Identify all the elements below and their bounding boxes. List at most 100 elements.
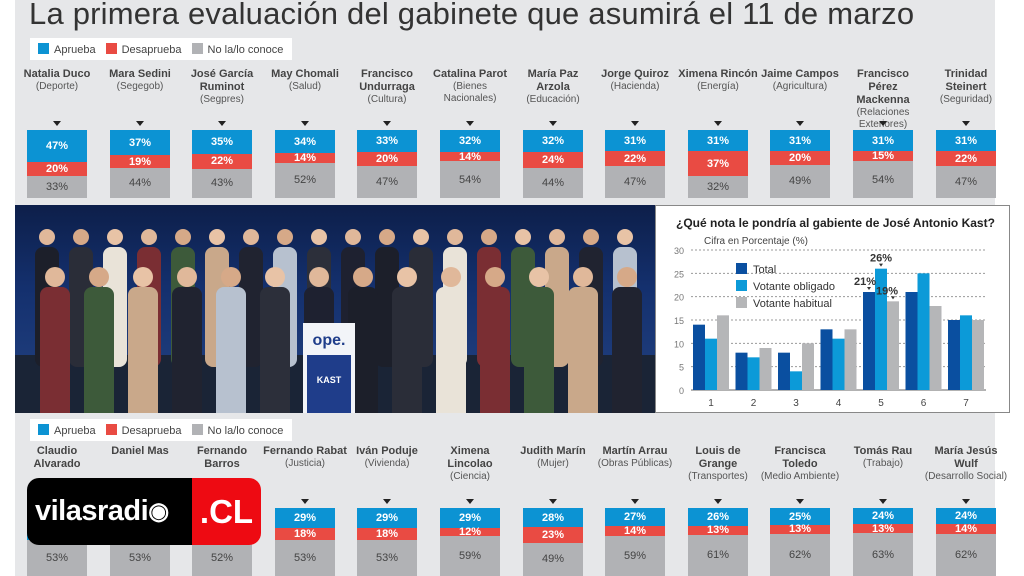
unknown-segment: 47%: [605, 166, 665, 198]
ministry: (Vivienda): [364, 458, 410, 469]
minister-name: Iván Poduje: [356, 445, 418, 457]
unknown-segment: 33%: [27, 175, 87, 198]
approval-bar: 37% 19% 44%: [110, 130, 170, 198]
y-axis-label: Cifra en Porcentaje (%): [704, 236, 808, 247]
ministry: (Relaciones Exteriores): [856, 107, 910, 130]
approval-bar: 25% 13% 62%: [770, 508, 830, 576]
ministry: (Seguridad): [939, 94, 993, 105]
podium-text: ope.: [313, 332, 346, 349]
approval-bar: 31% 20% 49%: [770, 130, 830, 198]
legend-swatch: [736, 280, 747, 291]
pointer-arrow-icon: [301, 499, 309, 504]
disapprove-segment: 14%: [936, 523, 996, 535]
approve-segment: 24%: [936, 508, 996, 525]
legend-bottom: Aprueba Desaprueba No la/lo conoce: [30, 419, 292, 441]
minister-card: Tomás Rau (Trabajo) 24% 13% 63%: [853, 445, 913, 576]
disapprove-segment: 23%: [523, 527, 583, 543]
pointer-arrow-icon: [631, 499, 639, 504]
y-tick-label: 20: [674, 293, 684, 303]
pointer-arrow-icon: [879, 121, 887, 126]
cabinet-photo: ope. KAST: [15, 205, 655, 413]
legend-swatch: [736, 297, 747, 308]
minister-card: Jaime Campos (Agricultura) 31% 20% 49%: [761, 68, 839, 198]
approval-bar: 47% 20% 33%: [27, 130, 87, 198]
minister-card: María Paz Arzola (Educación) 32% 24% 44%: [523, 68, 583, 198]
legend-label: Total: [753, 264, 776, 276]
bar-votante-obligado: [790, 371, 802, 390]
legend-approve: Aprueba: [38, 423, 96, 437]
unknown-segment: 59%: [605, 535, 665, 576]
podium-sign: KAST: [317, 375, 342, 385]
unknown-segment: 53%: [27, 539, 87, 576]
pointer-arrow-icon: [962, 121, 970, 126]
bar-votante-obligado: [960, 315, 972, 390]
approval-bar: 29% 18% 53%: [357, 508, 417, 576]
pointer-arrow-icon: [53, 121, 61, 126]
disapprove-segment: 12%: [440, 526, 500, 538]
page-title: La primera evaluación del gabinete que a…: [29, 0, 915, 31]
podium: ope. KAST: [303, 323, 355, 413]
approval-bar: 31% 37% 32%: [688, 130, 748, 198]
logo-left: vilasradi ◉: [27, 478, 192, 545]
unknown-segment: 63%: [853, 533, 913, 576]
disapprove-segment: 13%: [688, 524, 748, 536]
minister-name: Ximena Rincón: [678, 68, 758, 80]
approval-bar: 29% 18% 53%: [275, 508, 335, 576]
ministry: (Transportes): [688, 471, 748, 482]
pointer-arrow-icon: [301, 121, 309, 126]
approve-segment: 31%: [936, 130, 996, 152]
pointer-arrow-icon: [383, 121, 391, 126]
person-figure: [128, 267, 158, 413]
ministry: (Energía): [697, 81, 739, 92]
legend-top: Aprueba Desaprueba No la/lo conoce: [30, 38, 292, 60]
approval-bar: 32% 24% 44%: [523, 130, 583, 198]
minister-card: Catalina Parot (Bienes Nacionales) 32% 14%…: [433, 68, 507, 198]
bar-votante-habitual: [759, 348, 772, 390]
person-figure: [348, 267, 378, 413]
disapprove-segment: 14%: [275, 152, 335, 164]
approval-bar: 24% 13% 63%: [853, 508, 913, 576]
minister-name: Ximena Lincolao: [447, 445, 493, 470]
unknown-segment: 52%: [275, 162, 335, 198]
pointer-arrow-icon: [549, 121, 557, 126]
approve-segment: 35%: [192, 130, 252, 154]
approve-segment: 31%: [605, 130, 665, 152]
minister-name: Daniel Mas: [111, 445, 169, 457]
x-tick-label: 7: [963, 398, 969, 409]
bar-total: [948, 320, 960, 390]
minister-card: Trinidad Steinert (Seguridad) 31% 22% 47%: [936, 68, 996, 198]
ministry: (Ciencia): [449, 471, 490, 482]
approval-bar: 32% 14% 54%: [440, 130, 500, 198]
minister-card: May Chomali (Salud) 34% 14% 52%: [271, 68, 339, 198]
bar-total: [693, 324, 705, 390]
unknown-segment: 49%: [523, 542, 583, 576]
approval-bar: 27% 14% 59%: [605, 508, 665, 576]
ministry: (Educación): [526, 94, 580, 105]
approve-segment: 37%: [110, 130, 170, 156]
minister-name: María Jesús Wulf: [934, 445, 998, 470]
bar-votante-obligado: [747, 357, 760, 390]
bar-votante-habitual: [887, 301, 899, 390]
pointer-arrow-icon: [796, 121, 804, 126]
disapprove-segment: 24%: [523, 151, 583, 169]
person-figure: [612, 267, 642, 413]
unknown-segment: 54%: [440, 161, 500, 198]
person-figure: [392, 267, 422, 413]
ministry: (Agricultura): [772, 81, 828, 92]
legend-unknown: No la/lo conoce: [191, 42, 283, 56]
chart-title: ¿Qué nota le pondría al gabiente de José…: [676, 216, 995, 230]
minister-name: Fernando Barros: [196, 445, 248, 470]
minister-card: Iván Poduje (Vivienda) 29% 18% 53%: [356, 445, 418, 576]
person-figure: [480, 267, 510, 413]
pointer-arrow-icon: [218, 121, 226, 126]
data-label: 19%: [876, 285, 898, 297]
bar-votante-habitual: [929, 306, 942, 390]
unknown-segment: 43%: [192, 168, 252, 198]
approve-segment: 29%: [440, 508, 500, 528]
pointer-arrow-icon: [714, 499, 722, 504]
legend-disapprove: Desaprueba: [105, 423, 182, 437]
minister-card: Daniel Mas 53%: [110, 445, 170, 576]
minister-card: Jorge Quiroz (Hacienda) 31% 22% 47%: [601, 68, 669, 198]
minister-name: Mara Sedini: [109, 68, 171, 80]
bar-votante-habitual: [972, 320, 984, 390]
